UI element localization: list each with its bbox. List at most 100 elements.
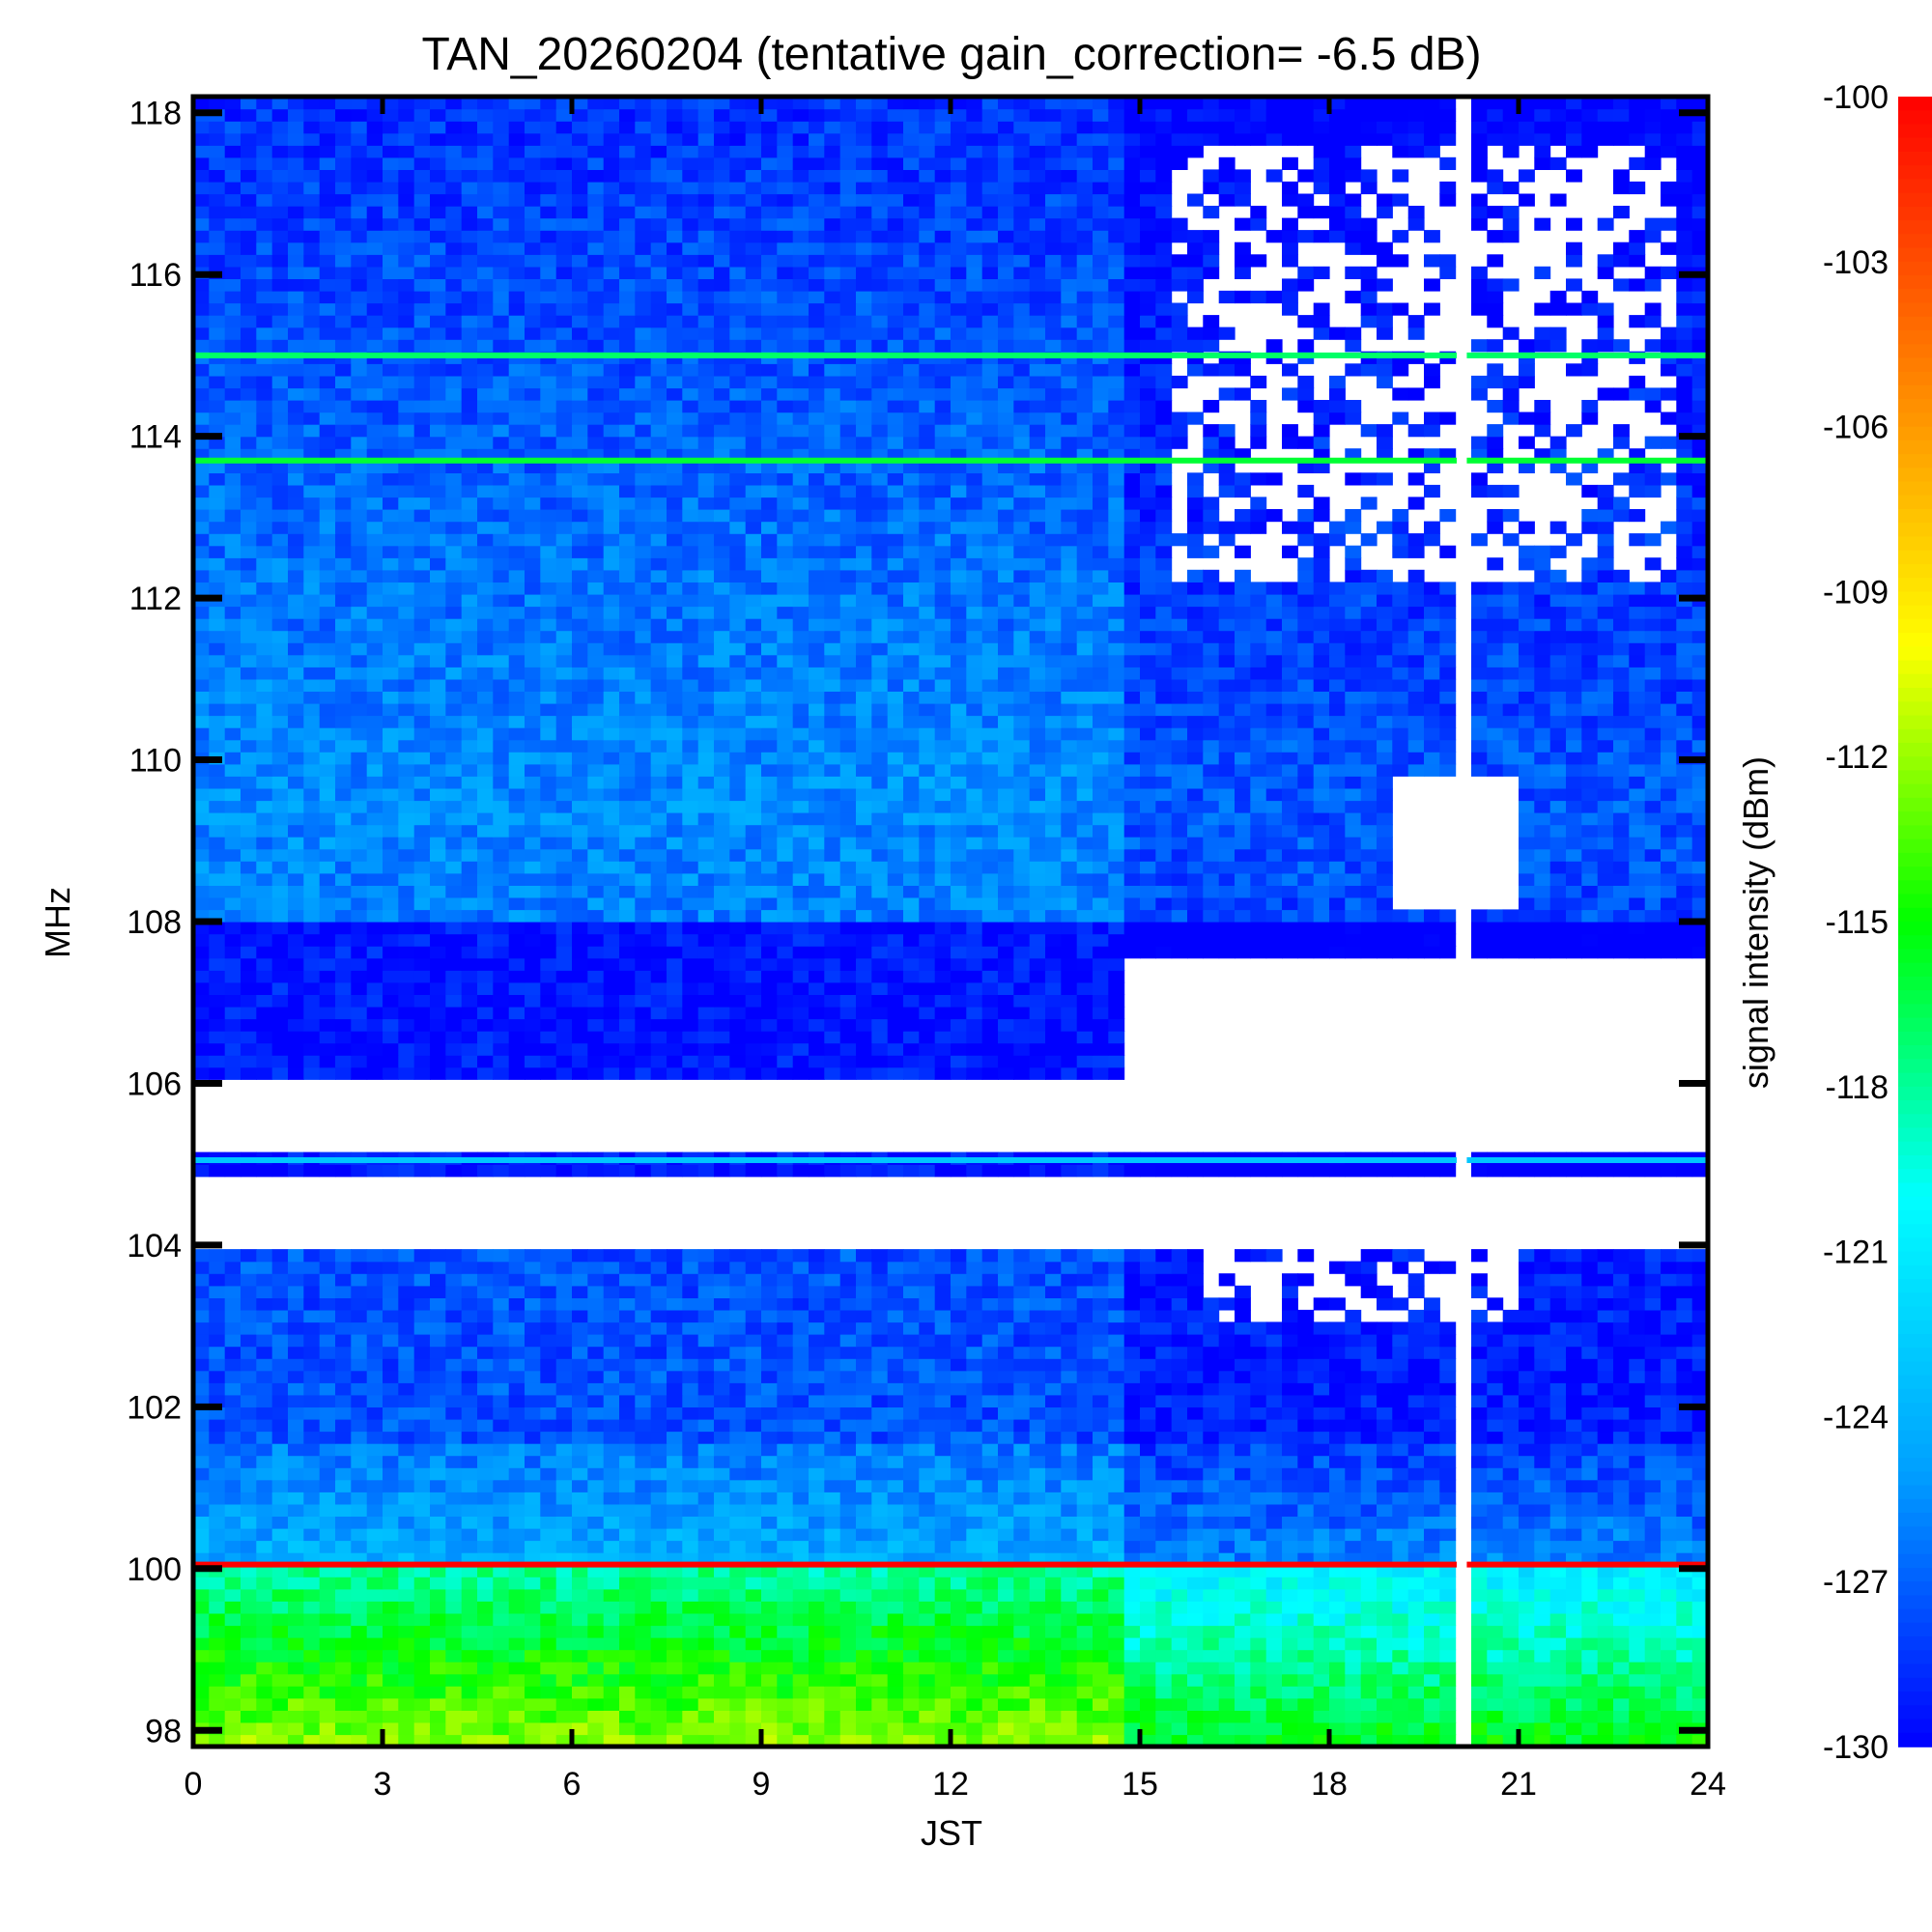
heatmap-cell (1045, 1455, 1062, 1468)
heatmap-cell (540, 1309, 557, 1323)
heatmap-cell (635, 1734, 652, 1747)
heatmap-cell (966, 1503, 983, 1517)
heatmap-cell (1155, 1492, 1173, 1505)
heatmap-cell (1329, 1697, 1346, 1711)
heatmap-cell (1218, 1588, 1236, 1602)
heatmap-cell (1644, 1334, 1662, 1348)
heatmap-cell (697, 909, 715, 923)
heatmap-cell (1613, 1467, 1630, 1481)
heatmap-cell (903, 1382, 920, 1396)
heatmap-cell (839, 1031, 857, 1044)
heatmap-cell (555, 1516, 573, 1529)
heatmap-cell (1360, 1697, 1378, 1711)
heatmap-cell (697, 1042, 715, 1056)
heatmap-cell (650, 957, 668, 971)
heatmap-cell (856, 1297, 872, 1311)
heatmap-cell (1549, 1686, 1567, 1699)
heatmap-cell (1108, 1492, 1125, 1505)
heatmap-cell (1235, 1637, 1251, 1651)
heatmap-cell (508, 1455, 526, 1468)
heatmap-cell (1045, 1006, 1062, 1020)
heatmap-cell (1519, 1734, 1535, 1747)
heatmap-cell (903, 1516, 920, 1529)
heatmap-cell (951, 981, 967, 995)
heatmap-cell (572, 1649, 588, 1662)
heatmap-cell (303, 1031, 321, 1044)
heatmap-cell (335, 909, 352, 923)
heatmap-cell (1581, 1492, 1599, 1505)
heatmap-cell (193, 1006, 210, 1020)
heatmap-cell (1297, 1540, 1315, 1553)
heatmap-cell (1140, 1734, 1156, 1747)
heatmap-cell (1140, 1443, 1156, 1457)
heatmap-cell (1313, 1637, 1330, 1651)
heatmap-cell (1250, 1321, 1267, 1335)
heatmap-cell (871, 1382, 889, 1396)
heatmap-cell (619, 1334, 636, 1348)
heatmap-cell (525, 933, 541, 947)
heatmap-cell (1345, 1418, 1362, 1433)
heatmap-cell (383, 1055, 399, 1068)
heatmap-cell (508, 1492, 526, 1505)
heatmap-cell (461, 1467, 478, 1481)
heatmap-cell (729, 1406, 747, 1420)
heatmap-cell (619, 994, 636, 1008)
heatmap-cell (1029, 994, 1046, 1008)
heatmap-cell (635, 1721, 652, 1736)
heatmap-cell (1076, 994, 1094, 1008)
heatmap-cell (1108, 1577, 1125, 1590)
heatmap-cell (1140, 1334, 1156, 1348)
heatmap-cell (603, 1588, 620, 1602)
heatmap-cell (445, 1649, 463, 1662)
heatmap-cell (1171, 922, 1188, 935)
heatmap-cell (1392, 1697, 1409, 1711)
heatmap-cell (493, 1249, 510, 1263)
heatmap-cell (1013, 1431, 1031, 1444)
heatmap-cell (572, 981, 588, 995)
heatmap-cell (1250, 1406, 1267, 1420)
heatmap-cell (981, 1492, 999, 1505)
heatmap-cell (572, 1601, 588, 1614)
heatmap-cell (430, 1321, 446, 1335)
heatmap-cell (1265, 1164, 1283, 1178)
heatmap-cell (1061, 1686, 1078, 1699)
heatmap-cell (1439, 1321, 1457, 1335)
heatmap-cell (650, 1018, 668, 1032)
heatmap-cell (587, 1649, 605, 1662)
heatmap-cell (351, 1055, 368, 1068)
heatmap-cell (1123, 1588, 1141, 1602)
heatmap-cell (934, 1406, 952, 1420)
heatmap-cell (1140, 1370, 1156, 1383)
heatmap-cell (288, 1321, 304, 1335)
heatmap-cell (319, 1261, 336, 1274)
heatmap-cell (288, 1418, 304, 1433)
heatmap-cell (1629, 1261, 1646, 1274)
heatmap-cell (903, 1577, 920, 1590)
heatmap-cell (1676, 1467, 1693, 1481)
heatmap-cell (761, 1588, 778, 1602)
heatmap-cell (1013, 1588, 1031, 1602)
heatmap-cell (1613, 1297, 1630, 1311)
heatmap-cell (619, 1625, 636, 1638)
heatmap-cell (635, 1406, 652, 1420)
heatmap-cell (1502, 1503, 1520, 1517)
heatmap-cell (1250, 1601, 1267, 1614)
heatmap-cell (383, 1588, 399, 1602)
heatmap-cell (1581, 1249, 1599, 1263)
heatmap-cell (809, 922, 825, 935)
heatmap-cell (1265, 1382, 1283, 1396)
heatmap-cell (1093, 970, 1109, 983)
heatmap-cell (745, 1540, 762, 1553)
heatmap-cell (1013, 1006, 1031, 1020)
heatmap-cell (335, 1249, 352, 1263)
heatmap-cell (1597, 1649, 1614, 1662)
heatmap-cell (1250, 1588, 1267, 1602)
heatmap-cell (745, 1637, 762, 1651)
heatmap-cell (1297, 1564, 1315, 1577)
heatmap-cell (1471, 909, 1488, 923)
heatmap-cell (856, 1721, 872, 1736)
heatmap-cell (1471, 1637, 1488, 1651)
heatmap-cell (1597, 1710, 1614, 1723)
heatmap-cell (682, 1418, 699, 1433)
heatmap-cell (209, 946, 226, 959)
